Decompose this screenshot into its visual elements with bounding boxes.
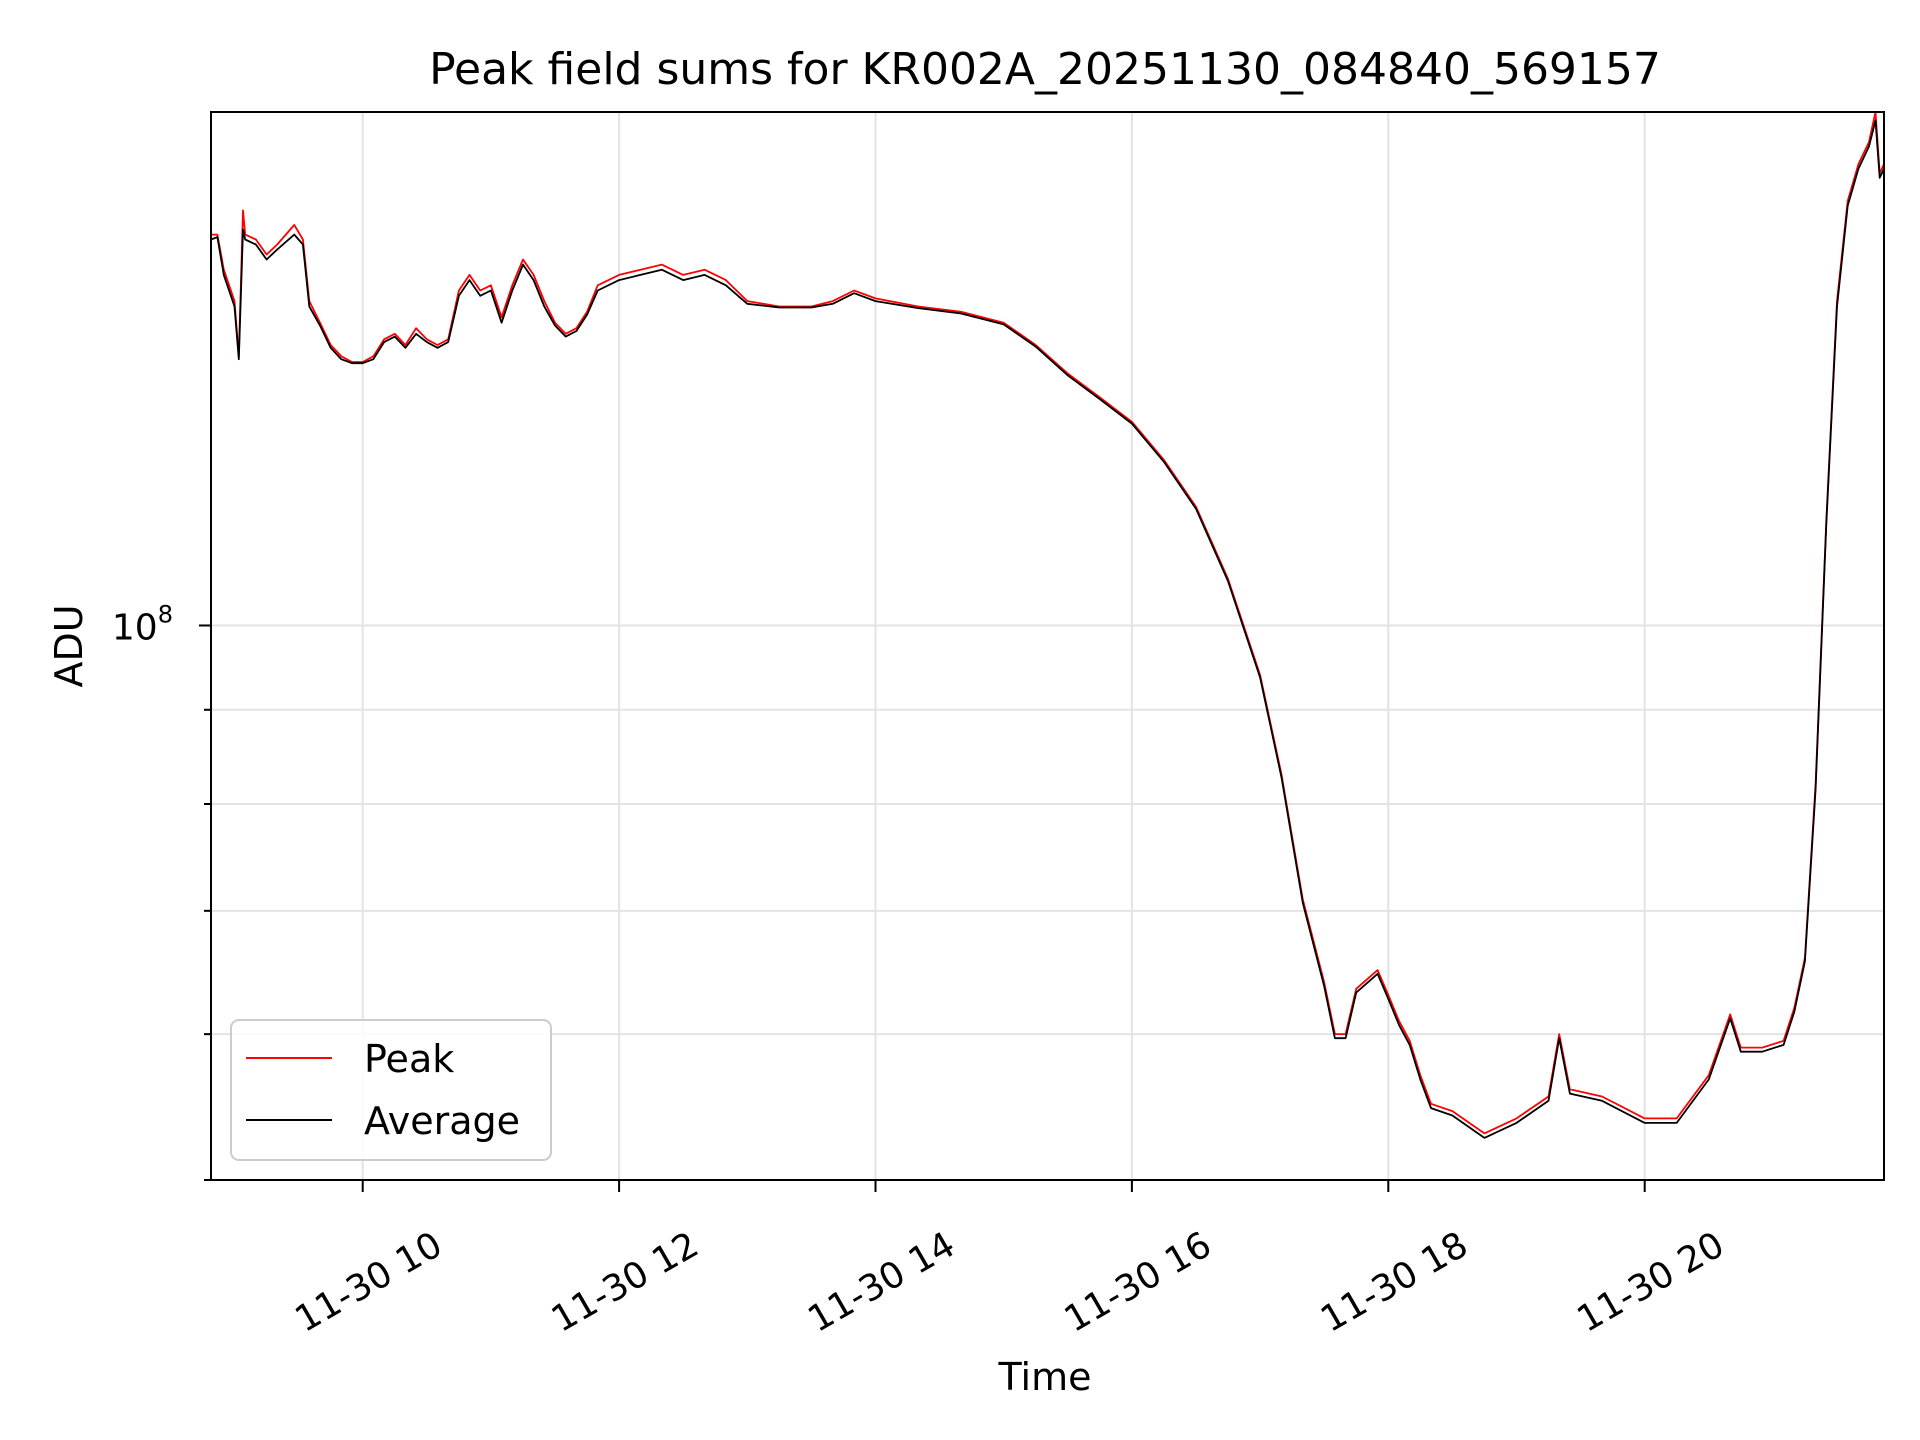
series-layer xyxy=(210,111,1885,1139)
y-tick-label-exponent: 8 xyxy=(158,600,173,628)
y-axis-ticks: 108 xyxy=(112,600,211,1181)
x-axis-label: Time xyxy=(998,1355,1092,1399)
legend-box xyxy=(230,1019,552,1161)
y-tick-label: 108 xyxy=(112,600,173,648)
plot-frame xyxy=(210,111,1885,1181)
legend-label-peak: Peak xyxy=(364,1037,454,1081)
y-tick-label-base: 10 xyxy=(112,607,158,648)
chart-title: Peak field sums for KR002A_20251130_0848… xyxy=(429,44,1661,95)
series-line-peak xyxy=(211,111,1885,1135)
series-line-average xyxy=(210,119,1885,1139)
legend-label-average: Average xyxy=(364,1099,520,1143)
legend: Peak Average xyxy=(230,1019,552,1161)
y-axis-label: ADU xyxy=(47,604,91,687)
